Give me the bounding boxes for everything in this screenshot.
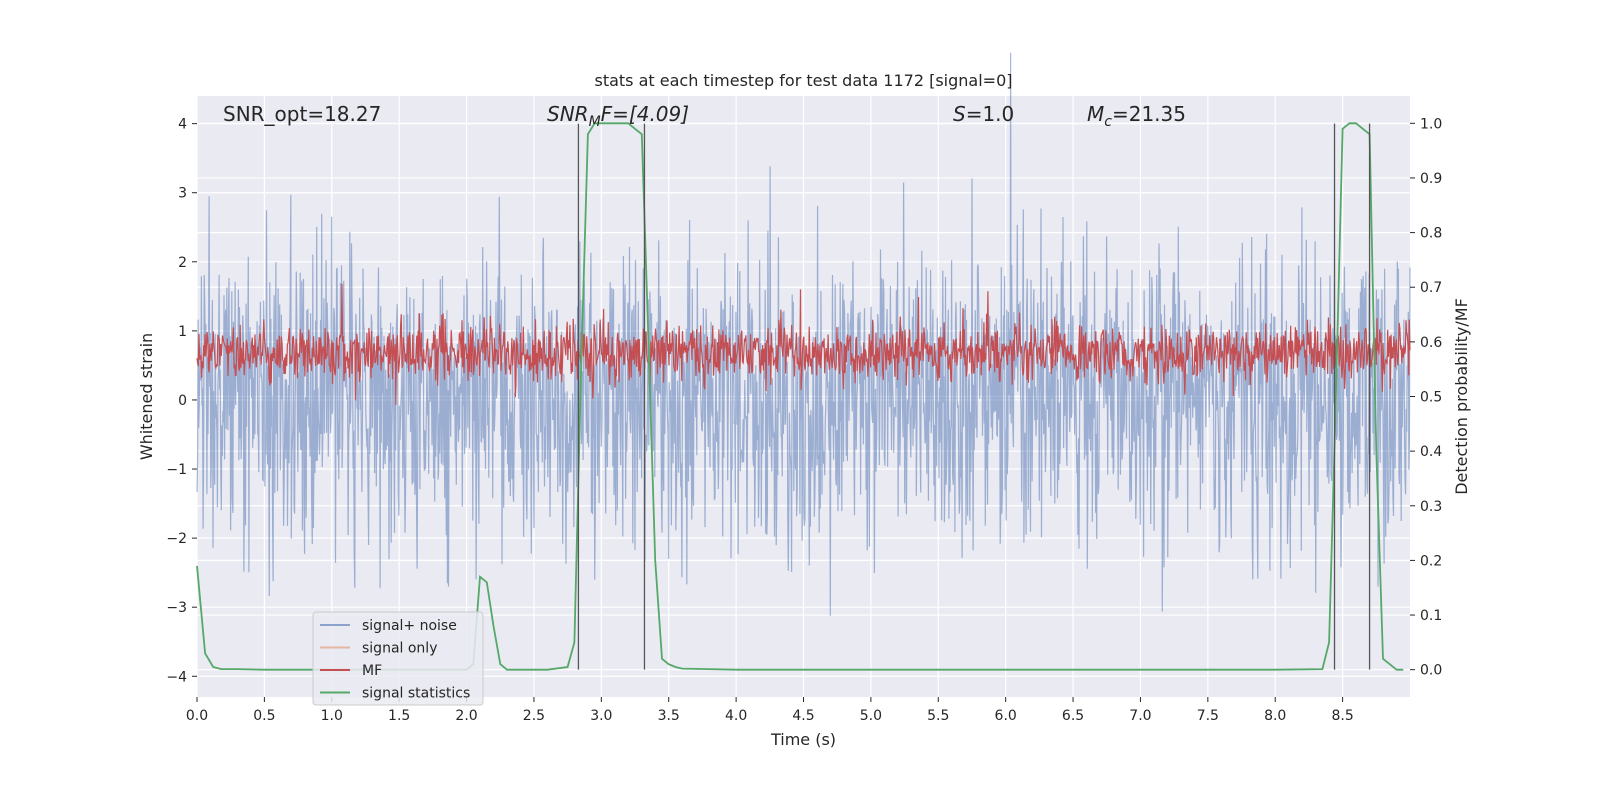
annotation-snr-mf-sub: M — [589, 114, 601, 130]
annotation-s: S=1.0 — [953, 102, 1014, 126]
y-axis-label: Whitened strain — [137, 333, 156, 460]
y-tick-label: −2 — [166, 531, 187, 547]
y2-tick-label: 1.0 — [1420, 116, 1442, 132]
series-signal-noise — [196, 52, 1411, 616]
x-tick-label: 2.5 — [523, 708, 545, 724]
y-tick-label: 1 — [178, 324, 187, 340]
x-tick-label: 0.0 — [186, 708, 208, 724]
y2-tick-label: 0.6 — [1420, 335, 1442, 351]
x-tick-label: 8.0 — [1264, 708, 1286, 724]
y-tick-label: 4 — [178, 117, 187, 133]
y2-tick-label: 0.3 — [1420, 499, 1442, 515]
x-tick-label: 6.5 — [1062, 708, 1084, 724]
y2-tick-label: 0.2 — [1420, 553, 1442, 569]
annotation-snr-mf: SNRMF=[4.09] — [547, 102, 689, 130]
annotation-snr-opt: SNR_opt=18.27 — [223, 102, 381, 126]
x-tick-label: 1.0 — [321, 708, 343, 724]
series-mf — [196, 283, 1411, 405]
annotation-snr-mf-base: SNR — [547, 102, 589, 126]
x-axis-label: Time (s) — [770, 730, 836, 749]
annotation-mc-sub: c — [1104, 114, 1112, 130]
y-tick-label: −1 — [166, 462, 187, 478]
annotation-mc-var: M — [1087, 102, 1104, 126]
x-tick-label: 4.0 — [725, 708, 747, 724]
y2-tick-label: 0.0 — [1420, 663, 1442, 679]
x-tick-label: 3.5 — [658, 708, 680, 724]
y2-axis-label: Detection probability/MF — [1452, 298, 1471, 495]
x-tick-label: 7.5 — [1197, 708, 1219, 724]
y2-tick-label: 0.7 — [1420, 280, 1442, 296]
x-tick-label: 5.0 — [860, 708, 882, 724]
annotation-s-var: S — [953, 102, 966, 126]
y2-tick-label: 0.1 — [1420, 608, 1442, 624]
y-tick-label: 3 — [178, 186, 187, 202]
legend-label: signal+ noise — [362, 618, 457, 634]
x-tick-label: 6.0 — [995, 708, 1017, 724]
legend-label: signal statistics — [362, 686, 470, 702]
x-tick-label: 0.5 — [253, 708, 275, 724]
legend: signal+ noise signal only MF signal statist… — [312, 611, 484, 706]
y-tick-label: 0 — [178, 393, 187, 409]
x-tick-label: 7.0 — [1129, 708, 1151, 724]
legend-label: signal only — [362, 641, 437, 657]
x-tick-label: 8.5 — [1331, 708, 1353, 724]
x-tick-label: 2.0 — [455, 708, 477, 724]
x-tick-label: 1.5 — [388, 708, 410, 724]
annotation-mc-val: =21.35 — [1112, 102, 1186, 126]
y-tick-label: −4 — [166, 669, 187, 685]
axes: 0.0 0.5 1.0 1.5 2.0 2.5 3.0 3.5 4.0 4.5 5.0 5.5 6.0 6… — [166, 116, 1442, 724]
annotation-snr-mf-rest: F=[4.09] — [601, 102, 689, 126]
annotation-mc: Mc=21.35 — [1087, 102, 1186, 130]
legend-box — [312, 611, 484, 706]
y2-tick-label: 0.8 — [1420, 226, 1442, 242]
legend-label: MF — [362, 663, 382, 679]
y2-tick-label: 0.4 — [1420, 444, 1442, 460]
y-tick-label: −3 — [166, 600, 187, 616]
x-tick-label: 3.0 — [590, 708, 612, 724]
annotation-s-val: =1.0 — [966, 102, 1015, 126]
x-tick-label: 5.5 — [927, 708, 949, 724]
y2-tick-label: 0.5 — [1420, 390, 1442, 406]
y-tick-label: 2 — [178, 255, 187, 271]
x-tick-label: 4.5 — [792, 708, 814, 724]
y2-tick-label: 0.9 — [1420, 171, 1442, 187]
chart-title: stats at each timestep for test data 117… — [594, 71, 1012, 90]
